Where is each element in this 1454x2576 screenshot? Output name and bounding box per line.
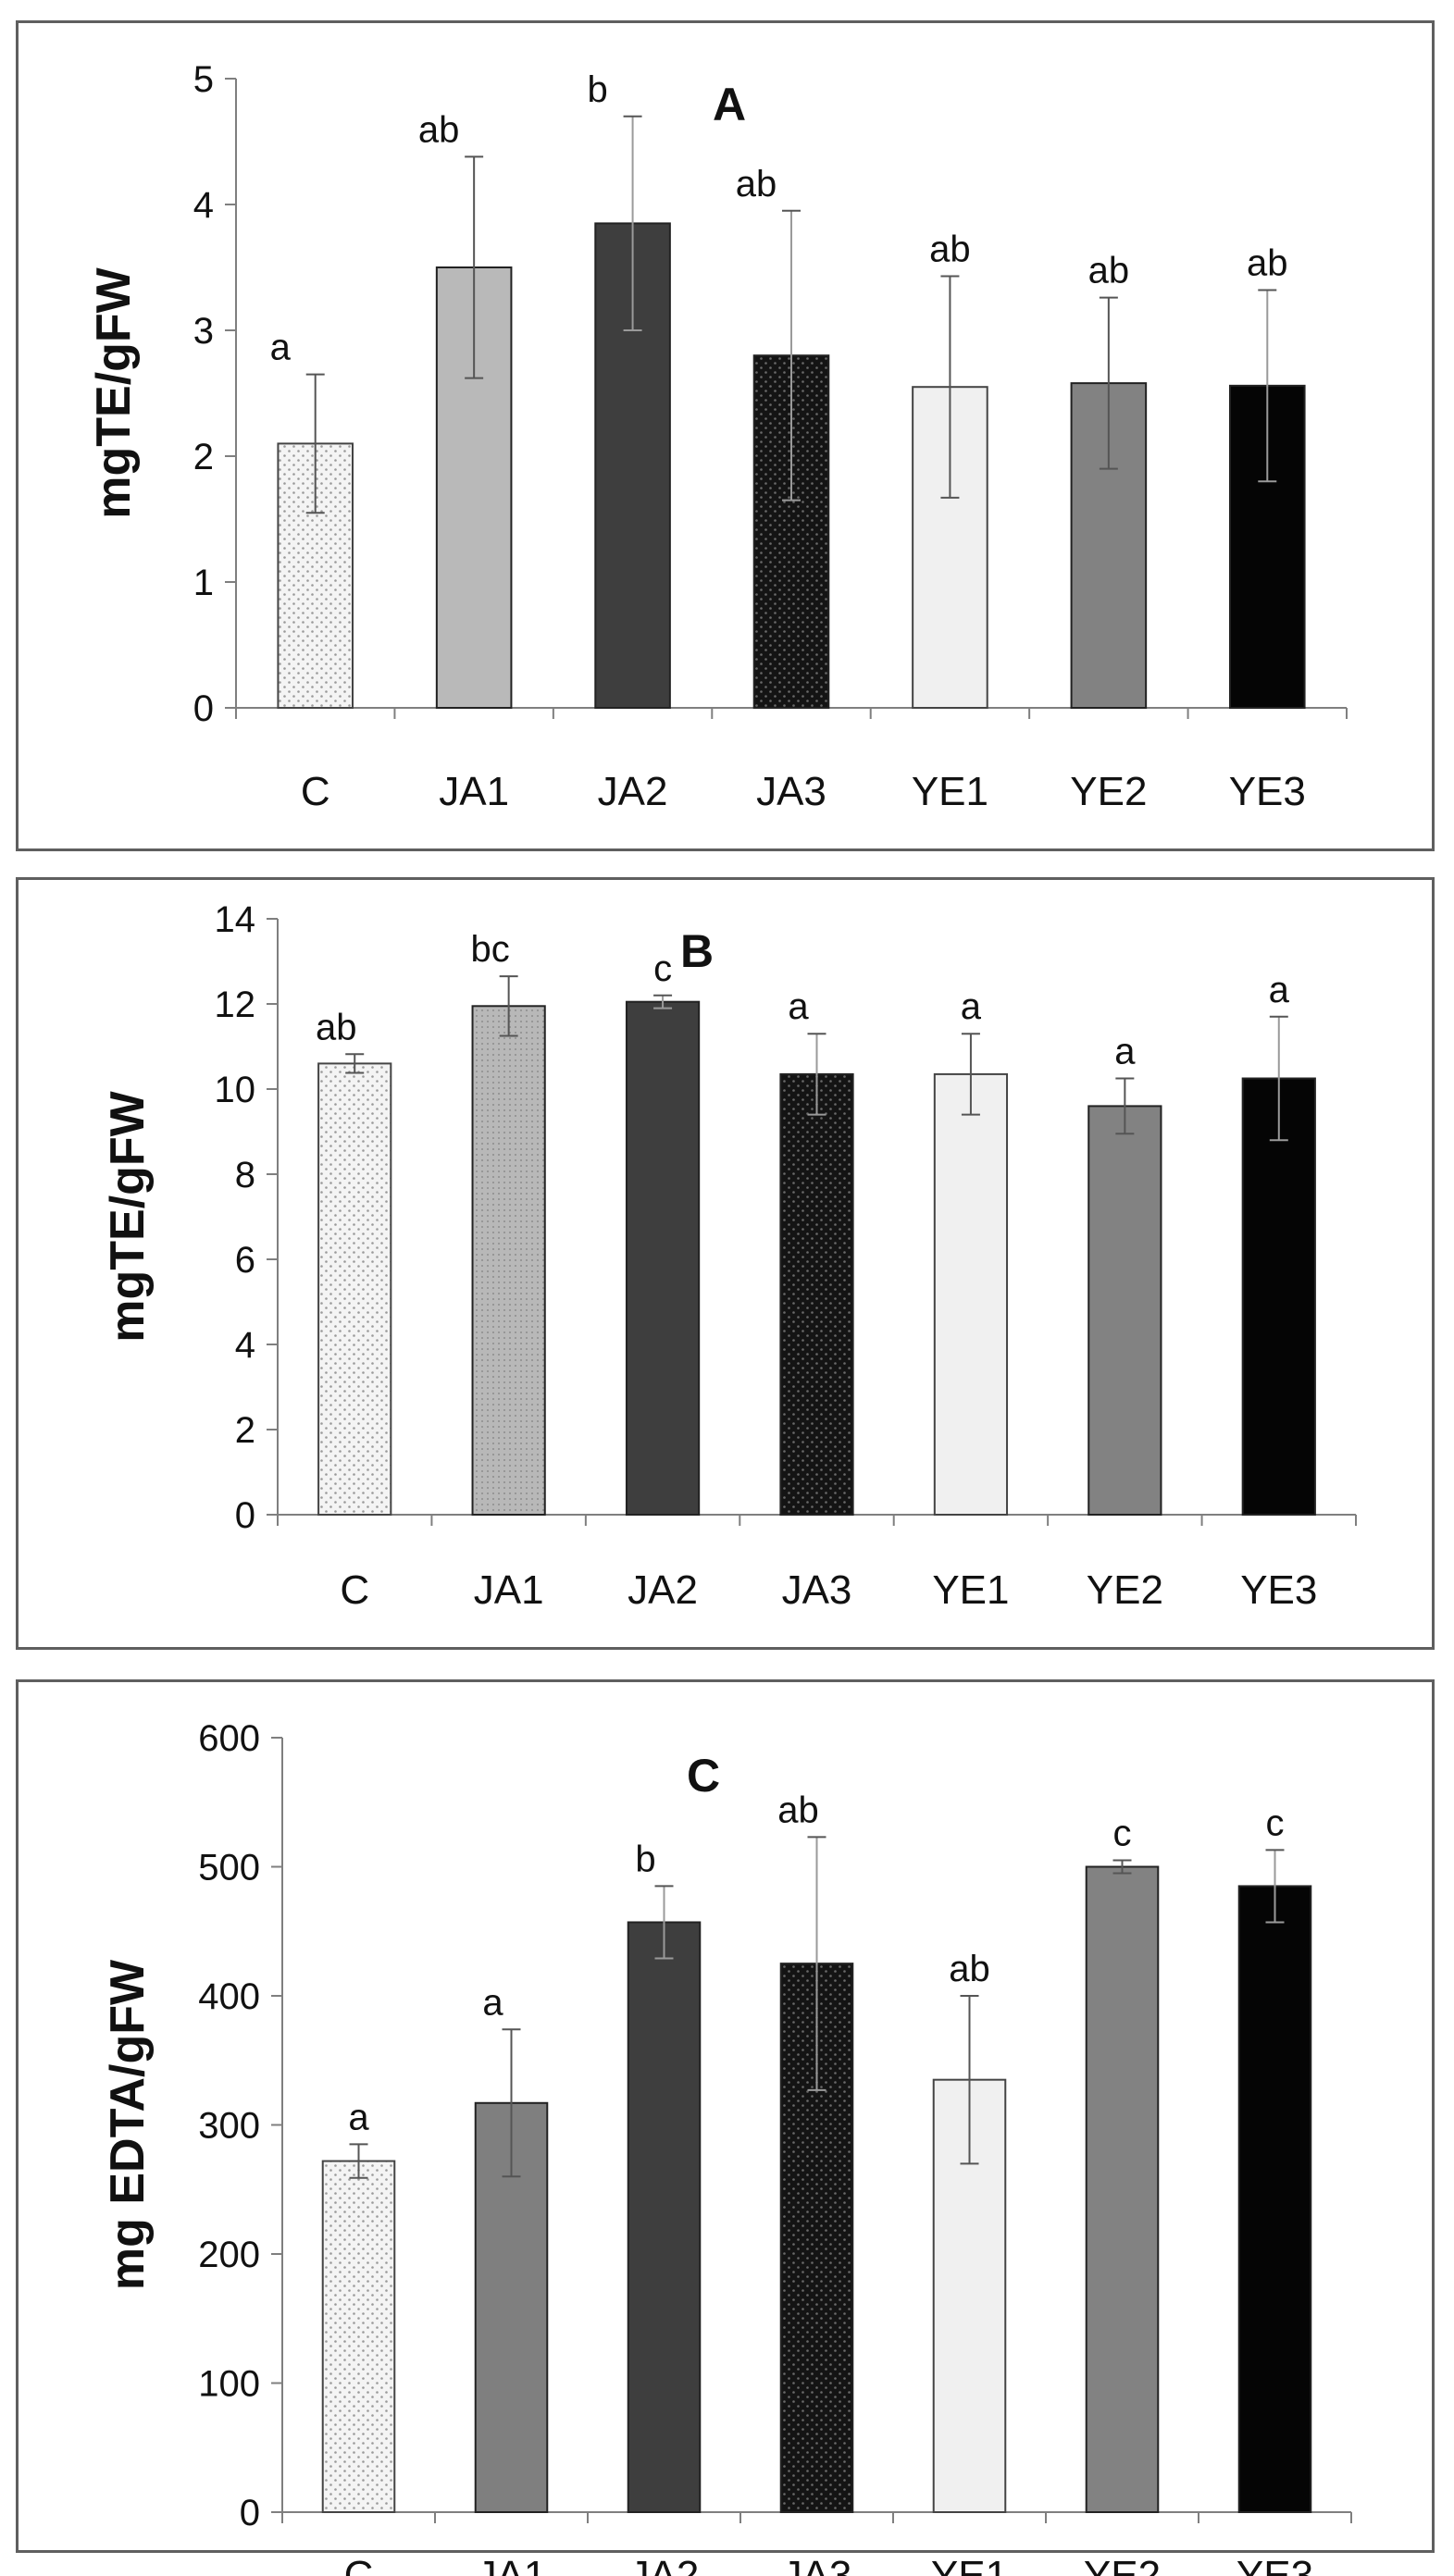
significance-label: bc	[471, 929, 510, 970]
bar-ye2	[1087, 1105, 1162, 1516]
y-tick-label: 2	[193, 437, 214, 477]
y-tick-label: 300	[198, 2106, 260, 2147]
x-tick-label: JA1	[439, 769, 509, 814]
significance-label: ab	[777, 1790, 819, 1830]
y-tick-label: 400	[198, 1976, 260, 2017]
x-tick-label: YE2	[1084, 2553, 1161, 2576]
bar-c	[277, 442, 354, 709]
significance-label: ab	[316, 1007, 357, 1047]
significance-label: b	[635, 1839, 655, 1879]
y-tick-label: 4	[235, 1325, 255, 1366]
y-tick-label: 5	[193, 59, 214, 100]
y-axis-label: mg EDTA/gFW	[101, 1959, 155, 2290]
x-tick-label: YE1	[931, 2553, 1008, 2576]
x-tick-label: YE1	[932, 1567, 1009, 1613]
y-tick-label: 0	[240, 2493, 260, 2533]
significance-label: c	[1113, 1814, 1132, 1854]
bar-ja2	[627, 1921, 702, 2513]
chart-a: 0 1 2 3 4 5 mgTE/gFW Aa Cab JA1 b JA2 ab JA3 ab YE1 ab YE…	[87, 59, 1348, 814]
x-tick-label: JA2	[629, 2553, 700, 2576]
x-tick-label: YE3	[1240, 1567, 1317, 1613]
chart-title: A	[713, 79, 746, 130]
y-tick-label: 6	[235, 1240, 255, 1281]
x-tick-label: JA3	[782, 2553, 852, 2576]
y-tick-label: 2	[235, 1410, 255, 1451]
bar-ye1	[933, 1072, 1009, 1516]
y-tick-label: 3	[193, 311, 214, 352]
y-tick-label: 0	[235, 1495, 255, 1536]
significance-label: a	[482, 1982, 503, 2023]
chart-c: 0 100 200 300 400 500 600 mg EDTA/gFW Ca Ca JA1 b JA…	[101, 1718, 1352, 2576]
bar-ye3	[1237, 1885, 1312, 2514]
bar-c	[321, 2160, 396, 2513]
y-tick-label: 600	[198, 1718, 260, 1759]
y-tick-label: 12	[215, 985, 256, 1025]
bar-ye2	[1085, 1865, 1160, 2513]
significance-label: c	[1266, 1802, 1285, 1843]
y-tick-label: 100	[198, 2364, 260, 2405]
x-tick-label: C	[340, 1567, 369, 1613]
x-tick-label: JA1	[474, 1567, 544, 1613]
x-tick-label: JA2	[598, 769, 668, 814]
significance-label: a	[961, 986, 982, 1027]
x-tick-label: JA1	[477, 2553, 547, 2576]
y-tick-label: 200	[198, 2235, 260, 2275]
x-tick-label: JA3	[782, 1567, 852, 1613]
significance-label: ab	[418, 109, 460, 150]
y-tick-label: 8	[235, 1155, 255, 1195]
chart-title: C	[687, 1750, 720, 1802]
chart-title: B	[680, 925, 714, 977]
x-tick-label: YE2	[1070, 769, 1147, 814]
y-tick-label: 500	[198, 1848, 260, 1889]
bar-ja2	[625, 1000, 701, 1516]
y-axis-label: mgTE/gFW	[101, 1090, 155, 1342]
y-tick-label: 0	[193, 688, 214, 729]
significance-label: a	[348, 2097, 369, 2137]
significance-label: ab	[949, 1949, 990, 1989]
y-axis-label: mgTE/gFW	[87, 266, 141, 518]
x-tick-label: C	[301, 769, 330, 814]
x-tick-label: YE1	[912, 769, 988, 814]
significance-label: ab	[736, 164, 777, 204]
significance-label: ab	[929, 229, 971, 270]
significance-label: ab	[1247, 242, 1288, 283]
x-tick-label: JA2	[628, 1567, 698, 1613]
significance-label: b	[587, 69, 607, 110]
y-tick-label: 14	[215, 899, 256, 940]
x-tick-label: C	[344, 2553, 374, 2576]
y-tick-label: 10	[215, 1070, 256, 1110]
significance-label: ab	[1088, 251, 1130, 291]
bar-ja3	[779, 1072, 854, 1516]
significance-label: c	[653, 948, 672, 989]
significance-label: a	[1114, 1032, 1136, 1072]
y-tick-label: 4	[193, 185, 214, 226]
significance-label: a	[270, 328, 292, 368]
bar-ye3	[1241, 1077, 1316, 1516]
bar-ja1	[471, 1005, 546, 1517]
x-tick-label: JA3	[756, 769, 826, 814]
y-tick-label: 1	[193, 563, 214, 603]
significance-label: a	[1269, 970, 1290, 1010]
significance-label: a	[788, 986, 809, 1027]
x-tick-label: YE2	[1087, 1567, 1163, 1613]
x-tick-label: YE3	[1229, 769, 1306, 814]
x-tick-label: YE3	[1237, 2553, 1313, 2576]
bar-c	[317, 1062, 392, 1516]
chart-b: 0 2 4 6 8 10 12 14 mgTE/gFW Bab Cbc JA1 c JA2 a JA3 a YE1…	[101, 899, 1357, 1613]
